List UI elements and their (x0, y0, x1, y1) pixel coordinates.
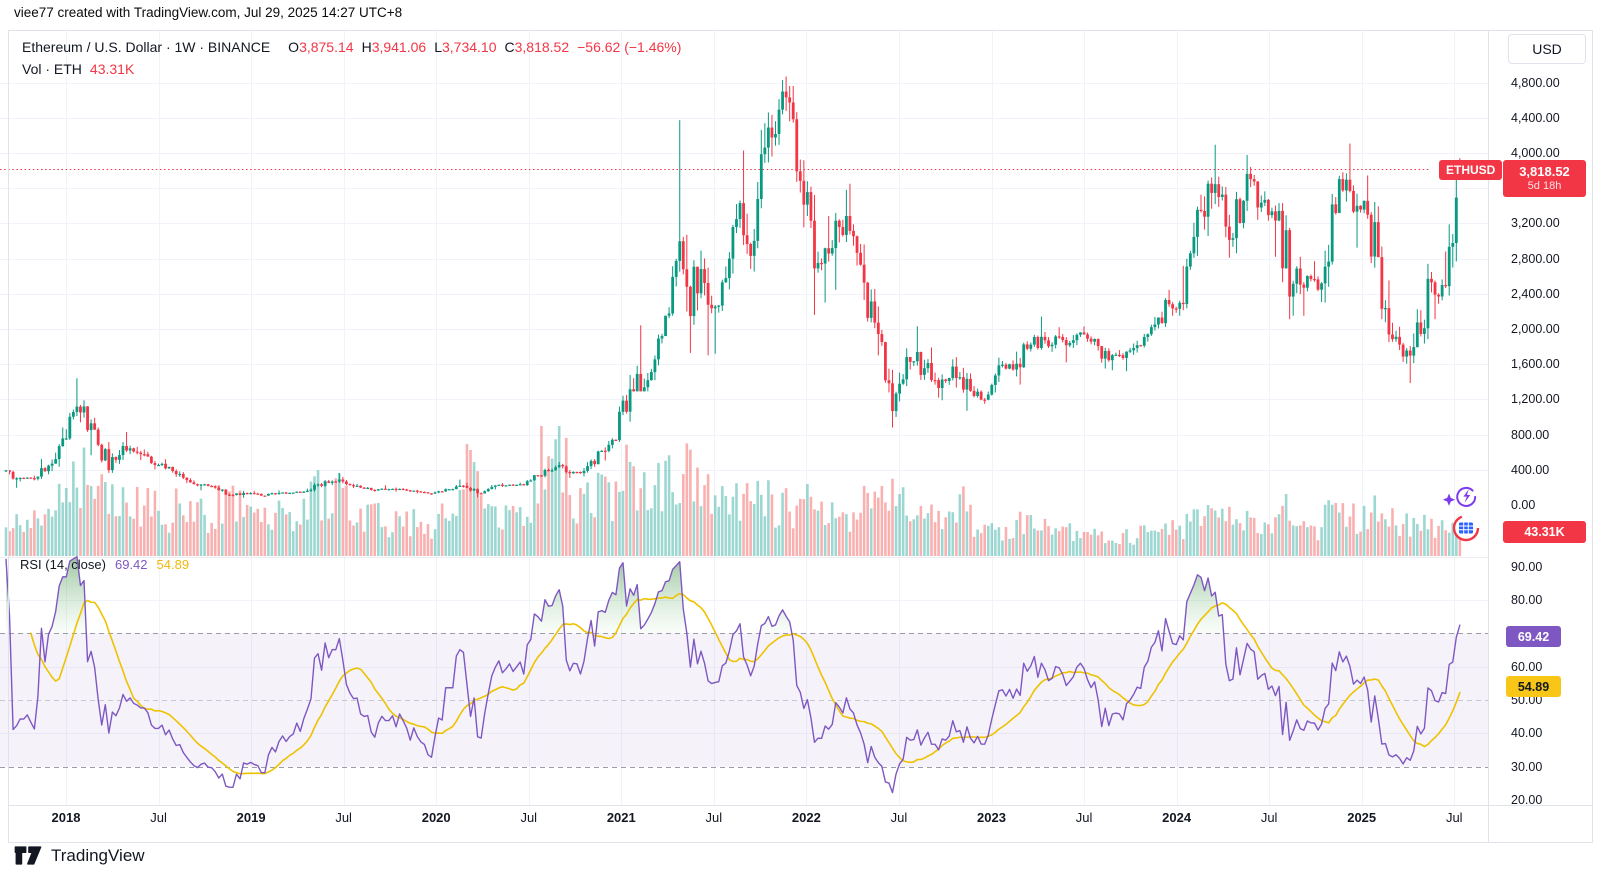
symbol-legend[interactable]: Ethereum / U.S. Dollar · 1W · BINANCE O3,… (22, 39, 681, 55)
time-axis-month-label: Jul (520, 810, 538, 825)
rsi-value: 69.42 (114, 557, 148, 572)
ohlc-high: H3,941.06 (361, 39, 427, 55)
rsi-axis-label: 40.00 (1511, 726, 1543, 741)
time-axis-month-label: Jul (705, 810, 723, 825)
price-axis-label: 2,000.00 (1511, 321, 1560, 336)
time-axis-year-label: 2019 (236, 810, 266, 825)
time-axis-month-label: Jul (335, 810, 352, 825)
price-scale-separator (1488, 30, 1489, 843)
rsi-ma-value-badge: 54.89 (1506, 676, 1561, 697)
time-axis-month-label: Jul (1260, 810, 1278, 825)
time-axis-year-label: 2021 (606, 810, 636, 825)
volume-value-badge: 43.31K (1503, 521, 1586, 543)
volume-label: Vol · ETH (22, 61, 82, 77)
price-axis-label: 1,200.00 (1511, 392, 1560, 407)
rsi-axis-label: 60.00 (1511, 659, 1543, 674)
tradingview-logo-icon (14, 846, 42, 865)
rsi-title: RSI (14, close) (20, 557, 106, 572)
price-axis-label: 2,400.00 (1511, 286, 1560, 301)
price-axis-label: 0.00 (1511, 498, 1536, 512)
symbol-title: Ethereum / U.S. Dollar · 1W · BINANCE (22, 39, 271, 55)
rsi-ma-value: 54.89 (156, 557, 190, 572)
time-axis-year-label: 2023 (977, 810, 1006, 825)
chart-canvas[interactable] (0, 30, 1488, 805)
time-scale-separator (8, 805, 1593, 806)
price-axis-label: 4,800.00 (1511, 75, 1560, 90)
volume-legend[interactable]: Vol · ETH 43.31K (22, 61, 134, 77)
ohlc-low: L3,734.10 (434, 39, 497, 55)
bar-close-countdown: 5d 18h (1527, 180, 1562, 192)
last-price-badge: 3,818.52 5d 18h (1503, 160, 1586, 197)
price-axis-label: 4,400.00 (1511, 110, 1560, 125)
time-axis-month-label: Jul (1075, 810, 1093, 825)
rsi-value-badge: 69.42 (1506, 626, 1561, 647)
time-axis-year-label: 2018 (51, 810, 81, 825)
rsi-axis-label: 80.00 (1511, 592, 1543, 607)
rsi-legend[interactable]: RSI (14, close) 69.42 54.89 (20, 557, 189, 572)
price-axis-label: 400.00 (1511, 462, 1550, 477)
watermark-attribution: viee77 created with TradingView.com, Jul… (14, 5, 403, 20)
rsi-axis-label: 90.00 (1511, 559, 1543, 574)
time-axis-year-label: 2025 (1347, 810, 1377, 825)
time-axis-year-label: 2022 (791, 810, 821, 825)
last-price-symbol-tag: ETHUSD (1439, 160, 1503, 180)
time-axis-month-label: Jul (1445, 810, 1463, 825)
currency-usd-button[interactable]: USD (1508, 34, 1586, 64)
rsi-axis-label: 20.00 (1511, 793, 1543, 808)
rsi-axis-label: 30.00 (1511, 759, 1543, 774)
time-axis-year-label: 2020 (421, 810, 451, 825)
last-price-value: 3,818.52 (1519, 164, 1570, 179)
price-axis-label: 800.00 (1511, 427, 1550, 442)
price-axis-label: 2,800.00 (1511, 251, 1560, 266)
volume-value: 43.31K (89, 61, 135, 77)
time-axis-year-label: 2024 (1162, 810, 1192, 825)
instant-flash-icon[interactable] (1441, 483, 1481, 515)
volume-indicator-icon[interactable] (1449, 511, 1483, 545)
price-axis-label: 1,600.00 (1511, 357, 1560, 372)
time-axis-month-label: Jul (890, 810, 908, 825)
tradingview-logo[interactable]: TradingView (14, 845, 145, 866)
time-axis-month-label: Jul (150, 810, 167, 825)
change-value: −56.62 (−1.46%) (577, 39, 682, 55)
ohlc-close: C3,818.52 (504, 39, 570, 55)
ohlc-open: O3,875.14 (288, 39, 354, 55)
price-axis-label: 4,000.00 (1511, 145, 1560, 160)
price-axis-label: 3,200.00 (1511, 216, 1560, 231)
tradingview-logo-text: TradingView (51, 845, 145, 865)
